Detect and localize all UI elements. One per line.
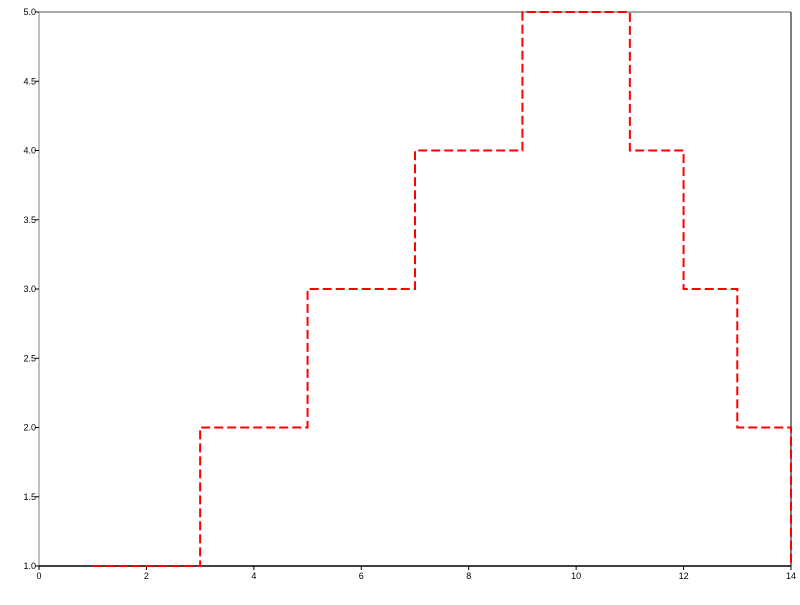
x-tick-label: 6 xyxy=(359,571,364,581)
y-tick-label: 5.0 xyxy=(23,7,36,17)
series-line-0 xyxy=(92,11,792,567)
y-tick-label: 1.0 xyxy=(23,561,36,571)
y-tick-label: 4.0 xyxy=(23,146,36,156)
y-tick-label: 2.5 xyxy=(23,353,36,363)
y-tick-label: 4.5 xyxy=(23,76,36,86)
y-tick-label: 3.5 xyxy=(23,215,36,225)
x-tick-label: 10 xyxy=(571,571,581,581)
y-tick-label: 3.0 xyxy=(23,284,36,294)
x-tick-label: 0 xyxy=(36,571,41,581)
x-tick-label: 2 xyxy=(144,571,149,581)
x-tick-label: 8 xyxy=(466,571,471,581)
x-tick-label: 12 xyxy=(679,571,689,581)
y-tick-label: 1.5 xyxy=(23,492,36,502)
y-tick-label: 2.0 xyxy=(23,423,36,433)
x-tick-label: 4 xyxy=(251,571,256,581)
x-tick-label: 14 xyxy=(786,571,796,581)
